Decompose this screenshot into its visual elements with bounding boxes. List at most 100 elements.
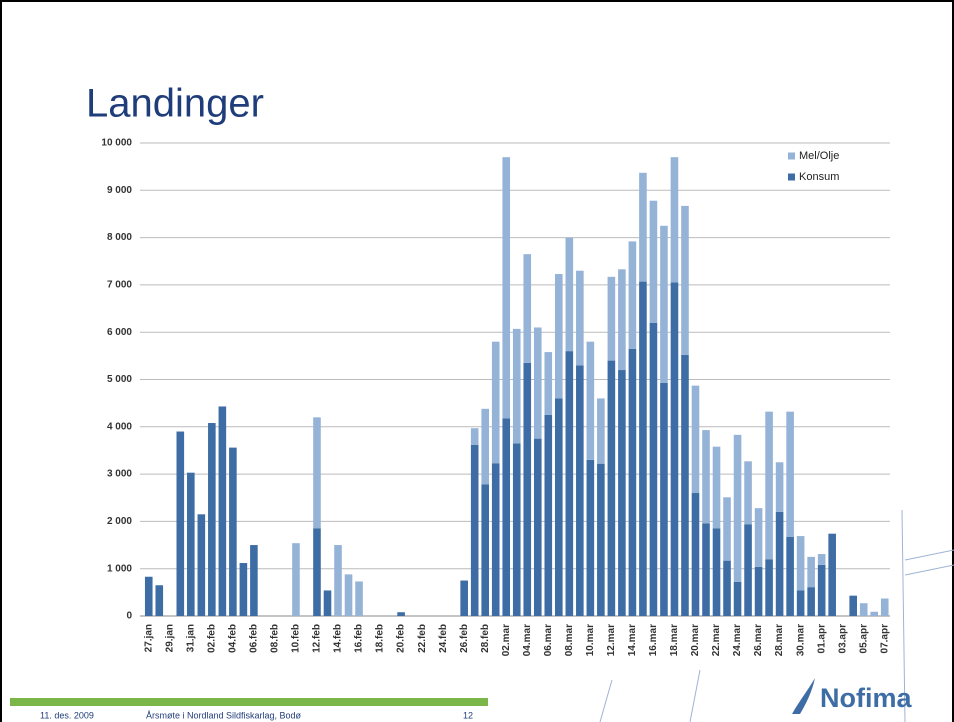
legend-swatch [788,152,795,160]
x-tick-label: 04.mar [522,624,533,656]
x-tick-label: 01.apr [816,624,827,654]
bar-segment [765,559,773,616]
bar-segment [239,563,248,616]
x-tick-label: 30.mar [795,624,806,656]
y-tick-label: 5 000 [107,374,132,385]
bar-segment [786,537,794,616]
bar-segment [670,282,679,616]
bar-segment [292,543,300,616]
y-tick-label: 3 000 [107,469,132,480]
bar-segment [754,566,763,616]
legend-label: Konsum [799,171,839,183]
bar-segment [607,276,616,361]
x-tick-label: 08.feb [270,624,281,653]
x-tick-label: 07.apr [879,624,890,654]
x-tick-label: 06.mar [543,624,554,656]
bar-segment [512,443,521,616]
bar-segment [733,434,742,582]
bar-segment [807,587,815,616]
y-tick-label: 2 000 [107,516,132,527]
bar-segment [649,322,658,616]
x-tick-label: 14.mar [627,624,638,656]
x-tick-label: 02.feb [206,624,217,653]
bar-segment [565,351,574,616]
bar-segment [775,511,784,616]
x-tick-label: 22.feb [417,624,428,653]
bar-segment [859,603,868,616]
bar-segment [176,431,185,616]
y-tick-label: 0 [126,611,132,622]
x-tick-label: 31.jan [185,624,196,652]
bar-segment [397,612,405,616]
x-tick-label: 04.feb [228,624,239,653]
bar-segment [681,354,689,616]
bar-segment [870,611,879,616]
bar-segment [481,408,490,485]
bar-segment [765,411,773,560]
bar-segment [523,362,532,616]
x-tick-label: 12.feb [312,624,323,653]
bar-segment [544,414,553,616]
bar-segment [817,564,826,616]
x-tick-label: 22.mar [711,624,722,656]
bar-segment [670,157,679,283]
bar-segment [618,269,626,371]
x-tick-label: 10.feb [291,624,302,653]
bar-segment [817,554,826,565]
x-tick-label: 14.feb [333,624,344,653]
bar-segment [723,560,731,616]
bar-segment [660,382,668,616]
bar-segment [639,281,647,616]
bar-segment [533,327,542,439]
x-tick-label: 20.feb [396,624,407,653]
bar-segment [691,493,700,616]
bar-segment [491,463,500,616]
bar-segment [555,274,563,399]
bar-segment [187,472,195,616]
bar-segment [502,418,511,616]
logo: Nofima [820,683,912,713]
x-tick-label: 18.feb [375,624,386,653]
bar-segment [586,341,595,460]
x-tick-label: 24.feb [438,624,449,653]
bar-segment [702,523,710,616]
bar-segment [712,528,721,616]
bar-segment [576,365,584,616]
x-tick-label: 26.feb [459,624,470,653]
bar-segment [681,205,689,355]
y-tick-label: 9 000 [107,185,132,196]
bar-segment [460,580,468,616]
bar-segment [208,423,216,616]
bar-segment [355,581,363,616]
bar-segment [597,463,605,616]
bar-segment [796,536,805,591]
bar-segment [691,385,700,494]
bar-segment [344,574,353,616]
x-tick-label: 27.jan [143,624,154,652]
bar-segment [702,430,710,524]
legend-swatch [788,173,795,181]
bar-segment [712,446,721,529]
bar-segment [828,533,836,616]
bar-segment [618,370,626,616]
bar-segment [786,411,794,538]
bar-segment [744,524,752,616]
slide-title: Landinger [86,82,264,126]
bar-segment [144,576,153,616]
footer-date: 11. des. 2009 [40,710,94,720]
bar-segment [313,417,321,529]
bar-segment [744,461,752,525]
bar-segment [723,497,731,561]
legend-label: Mel/Olje [799,150,839,162]
bar-segment [512,328,521,444]
bar-segment [197,514,206,616]
bar-segment [597,398,605,464]
y-tick-label: 4 000 [107,421,132,432]
bar-segment [533,438,542,616]
bar-segment [229,447,237,616]
y-tick-label: 1 000 [107,563,132,574]
decoration [599,509,954,722]
chart: 0 1 000 2 000 3 000 4 000 5 000 6 000 7 000 8 00… [101,138,890,657]
x-tick-label: 29.jan [164,624,175,652]
